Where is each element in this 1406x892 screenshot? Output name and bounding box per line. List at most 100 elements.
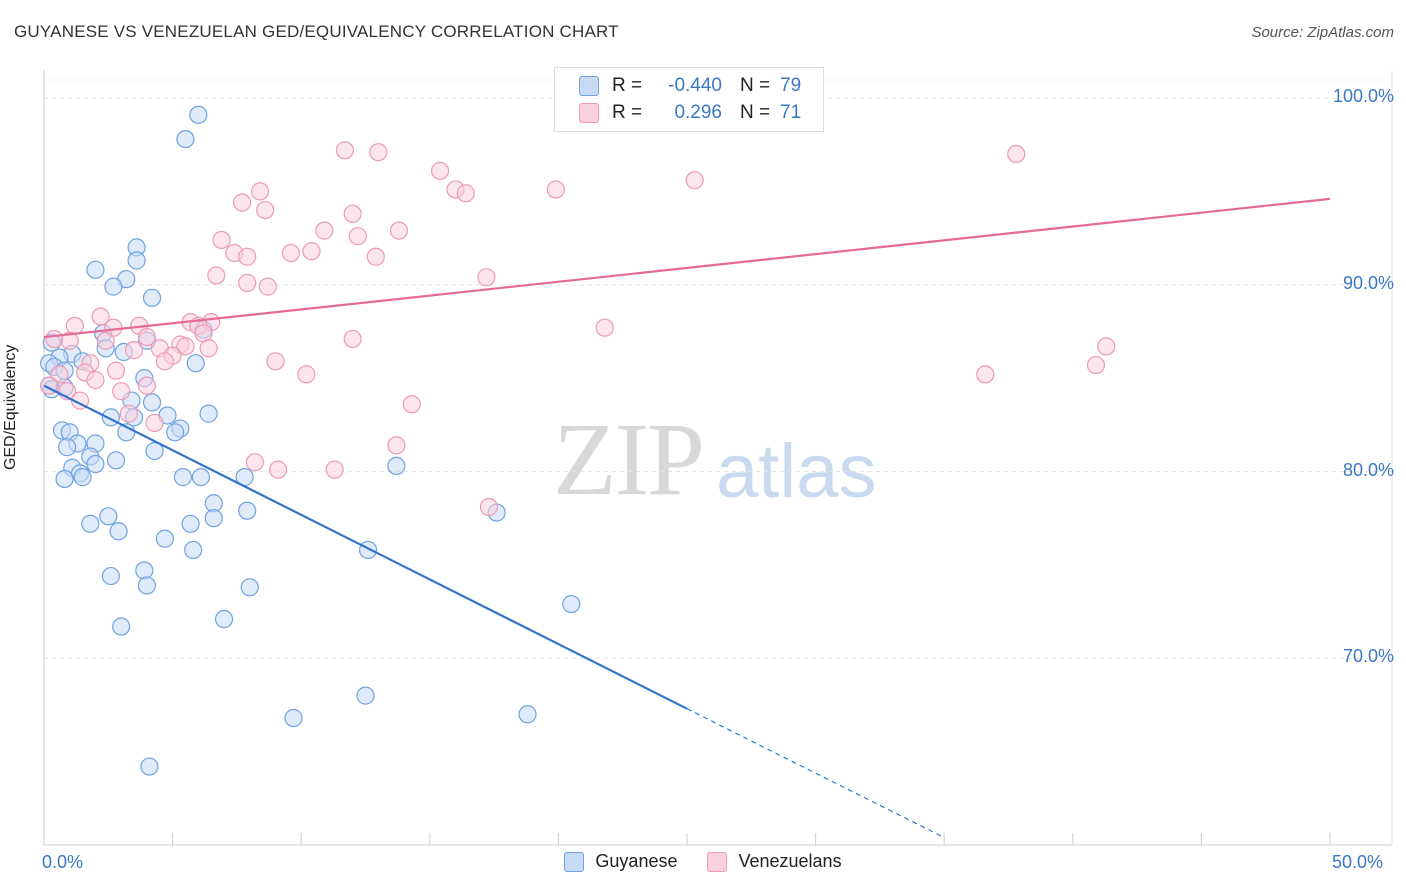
point-guyanese xyxy=(186,354,205,373)
point-venezuelan xyxy=(402,395,421,414)
point-guyanese xyxy=(284,708,303,728)
point-guyanese xyxy=(240,578,259,597)
legend-label-guyanese: Guyanese xyxy=(595,851,678,871)
point-venezuelan xyxy=(369,143,388,162)
point-guyanese xyxy=(358,540,378,560)
legend-n-label: N = xyxy=(740,75,771,96)
point-guyanese xyxy=(127,251,146,270)
point-venezuelan xyxy=(45,329,64,349)
point-venezuelan xyxy=(297,365,316,384)
point-guyanese xyxy=(173,468,192,487)
point-guyanese xyxy=(142,393,162,412)
point-guyanese xyxy=(204,509,223,528)
point-venezuelan xyxy=(250,182,270,201)
legend-row-guyanese: R = -0.440 N = 79 xyxy=(579,73,801,99)
point-venezuelan xyxy=(1007,144,1026,164)
point-guyanese xyxy=(86,454,105,474)
point-guyanese xyxy=(181,514,200,533)
point-guyanese xyxy=(387,456,406,476)
y-tick-label: 90.0% xyxy=(1342,272,1394,293)
point-venezuelan xyxy=(302,242,321,261)
legend-item-venezuelans[interactable]: Venezuelans xyxy=(707,851,842,872)
point-venezuelan xyxy=(212,230,231,250)
chart-title: GUYANESE VS VENEZUELAN GED/EQUIVALENCY C… xyxy=(14,22,619,41)
point-venezuelan xyxy=(199,339,218,358)
legend-item-guyanese[interactable]: Guyanese xyxy=(564,851,677,872)
point-venezuelan xyxy=(155,352,174,371)
y-tick-label: 80.0% xyxy=(1342,459,1394,480)
point-guyanese xyxy=(356,686,375,705)
point-venezuelan xyxy=(335,141,355,160)
point-guyanese xyxy=(112,617,131,636)
point-venezuelan xyxy=(387,436,406,455)
y-tick-label: 100.0% xyxy=(1332,86,1394,106)
point-venezuelan xyxy=(1097,337,1116,356)
legend-n-label: N = xyxy=(740,102,771,123)
point-venezuelan xyxy=(546,180,565,199)
legend-n-value-venezuelans: 71 xyxy=(780,102,802,123)
correlation-legend: R = -0.440 N = 79 R = 0.296 N = 71 xyxy=(554,67,824,132)
point-venezuelan xyxy=(477,268,496,287)
point-venezuelan xyxy=(343,329,362,349)
point-venezuelan xyxy=(245,453,265,472)
point-guyanese xyxy=(176,129,195,149)
point-venezuelan xyxy=(176,337,195,356)
point-venezuelan xyxy=(119,404,138,423)
point-venezuelan xyxy=(1086,355,1106,375)
point-venezuelan xyxy=(86,370,105,390)
x-tick-min: 0.0% xyxy=(42,852,84,872)
point-guyanese xyxy=(135,561,154,580)
trend-line-extension-guyanese xyxy=(686,708,945,839)
point-guyanese xyxy=(238,501,257,520)
point-venezuelan xyxy=(232,193,252,212)
point-venezuelan xyxy=(207,266,226,285)
point-venezuelan xyxy=(60,331,79,350)
point-venezuelan xyxy=(106,361,126,380)
point-venezuelan xyxy=(258,277,277,296)
series-legend: Guyanese Venezuelans xyxy=(0,851,1406,872)
point-venezuelan xyxy=(348,227,367,246)
point-venezuelan xyxy=(389,221,409,240)
point-venezuelan xyxy=(976,365,995,384)
point-guyanese xyxy=(184,540,203,560)
legend-label-venezuelans: Venezuelans xyxy=(738,851,842,871)
point-venezuelan xyxy=(366,247,385,266)
y-tick-label: 70.0% xyxy=(1342,646,1394,667)
point-venezuelan xyxy=(343,204,362,223)
point-venezuelan xyxy=(137,327,156,347)
point-venezuelan xyxy=(685,171,704,190)
legend-swatch-guyanese xyxy=(579,76,599,96)
point-venezuelan xyxy=(268,460,288,479)
point-venezuelan xyxy=(137,376,156,395)
point-guyanese xyxy=(101,566,120,586)
x-tick-max: 50.0% xyxy=(1332,852,1384,872)
source-label: Source: ZipAtlas.com xyxy=(1251,24,1394,41)
point-guyanese xyxy=(191,468,210,487)
legend-r-value-venezuelans: 0.296 xyxy=(674,102,722,123)
legend-swatch-venezuelans xyxy=(579,103,599,123)
point-venezuelan xyxy=(430,161,450,180)
point-venezuelan xyxy=(266,352,285,371)
point-guyanese xyxy=(109,522,128,541)
point-guyanese xyxy=(562,594,581,614)
point-guyanese xyxy=(166,423,185,442)
watermark-zip: ZIP xyxy=(553,402,705,517)
legend-swatch-guyanese xyxy=(564,851,585,872)
point-guyanese xyxy=(142,288,162,307)
point-guyanese xyxy=(55,469,74,489)
point-venezuelan xyxy=(315,221,334,240)
point-venezuelan xyxy=(96,331,115,350)
point-venezuelan xyxy=(124,341,144,360)
point-venezuelan xyxy=(456,184,475,203)
legend-r-label: R = xyxy=(612,75,643,96)
point-venezuelan xyxy=(256,200,275,220)
point-venezuelan xyxy=(50,365,69,384)
point-guyanese xyxy=(199,404,218,423)
legend-swatch-venezuelans xyxy=(707,851,728,872)
trend-line-venezuelan xyxy=(43,197,1331,339)
point-guyanese xyxy=(145,441,164,461)
legend-n-value-guyanese: 79 xyxy=(780,75,802,96)
legend-row-venezuelans: R = 0.296 N = 71 xyxy=(579,100,801,126)
point-guyanese xyxy=(58,438,77,457)
point-venezuelan xyxy=(91,307,110,326)
